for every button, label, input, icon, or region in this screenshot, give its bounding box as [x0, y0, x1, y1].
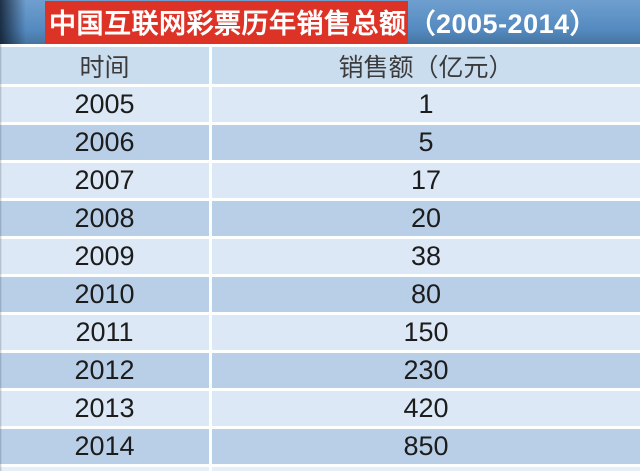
- value-cell: 17: [212, 163, 640, 198]
- page-title: 中国互联网彩票历年销售总额 （2005-2014）: [45, 0, 597, 44]
- table-row: 2011 150: [0, 315, 640, 350]
- table-row: 2010 80: [0, 277, 640, 312]
- value-cell: 80: [212, 277, 640, 312]
- year-cell: 2009: [0, 239, 209, 274]
- page-title-main: 中国互联网彩票历年销售总额: [45, 0, 408, 44]
- table-row: 2005 1: [0, 87, 640, 122]
- table-header-row: 时间 销售额（亿元）: [0, 47, 640, 84]
- value-cell: 1: [212, 87, 640, 122]
- table-row: 2008 20: [0, 201, 640, 236]
- table-row: 2006 5: [0, 125, 640, 160]
- table-row: 2014 850: [0, 429, 640, 464]
- year-cell: 2008: [0, 201, 209, 236]
- bottom-strip-cell: [0, 467, 209, 471]
- bottom-strip-cell: [212, 467, 640, 471]
- column-header-sales: 销售额（亿元）: [212, 47, 640, 84]
- page-title-range: （2005-2014）: [408, 8, 598, 39]
- table-row: 2009 38: [0, 239, 640, 274]
- value-cell: 38: [212, 239, 640, 274]
- left-edge-shadow: [0, 0, 26, 44]
- year-cell: 2007: [0, 163, 209, 198]
- year-cell: 2010: [0, 277, 209, 312]
- value-cell: 420: [212, 391, 640, 426]
- title-bar: 中国互联网彩票历年销售总额 （2005-2014）: [0, 0, 640, 44]
- sales-table: 时间 销售额（亿元） 2005 1 2006 5 2007 17 2008 20…: [0, 44, 640, 471]
- column-header-time: 时间: [0, 47, 209, 84]
- table-row: 2013 420: [0, 391, 640, 426]
- table-row: 2007 17: [0, 163, 640, 198]
- year-cell: 2012: [0, 353, 209, 388]
- value-cell: 20: [212, 201, 640, 236]
- table-row: 2012 230: [0, 353, 640, 388]
- year-cell: 2011: [0, 315, 209, 350]
- year-cell: 2014: [0, 429, 209, 464]
- table-bottom-strip: [0, 467, 640, 471]
- year-cell: 2005: [0, 87, 209, 122]
- value-cell: 230: [212, 353, 640, 388]
- value-cell: 850: [212, 429, 640, 464]
- value-cell: 5: [212, 125, 640, 160]
- year-cell: 2013: [0, 391, 209, 426]
- year-cell: 2006: [0, 125, 209, 160]
- value-cell: 150: [212, 315, 640, 350]
